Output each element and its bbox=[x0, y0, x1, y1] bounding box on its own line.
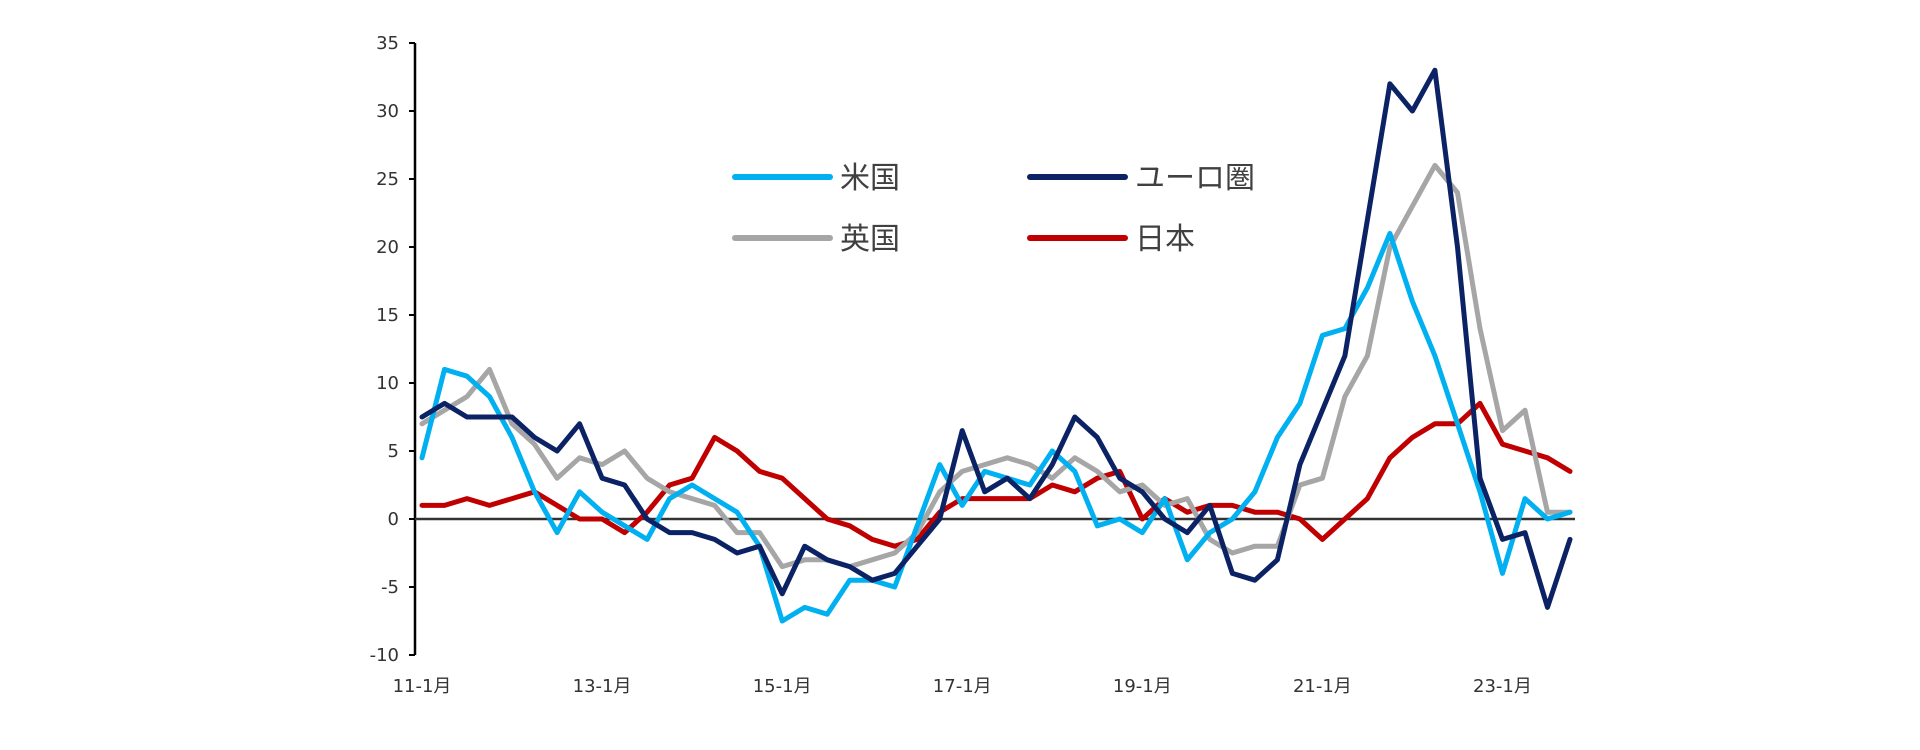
y-tick-label: 15 bbox=[376, 305, 399, 326]
x-tick-label: 15-1月 bbox=[753, 676, 812, 697]
legend-label: 米国 bbox=[840, 161, 900, 196]
series-line-1 bbox=[419, 230, 1573, 624]
legend-label: ユーロ圏 bbox=[1135, 161, 1255, 196]
y-tick-label: 25 bbox=[376, 169, 399, 190]
y-tick-label: -10 bbox=[370, 645, 399, 666]
y-tick-label: 0 bbox=[388, 509, 399, 530]
x-tick-label: 17-1月 bbox=[933, 676, 992, 697]
x-tick-label: 13-1月 bbox=[573, 676, 632, 697]
legend-item: 日本 bbox=[1027, 222, 1195, 257]
legend-label: 日本 bbox=[1135, 222, 1195, 257]
legend-label: 英国 bbox=[840, 222, 900, 257]
series-line-2 bbox=[419, 67, 1573, 610]
y-tick-label: 35 bbox=[376, 33, 399, 54]
y-tick-label: 5 bbox=[388, 441, 399, 462]
series-line-4 bbox=[419, 400, 1573, 549]
legend-item: 英国 bbox=[732, 222, 900, 257]
y-tick-label: 20 bbox=[376, 237, 399, 258]
x-tick-label: 19-1月 bbox=[1113, 676, 1172, 697]
series-line-3 bbox=[419, 162, 1573, 570]
y-tick-label: 30 bbox=[376, 101, 399, 122]
series-layer bbox=[419, 67, 1573, 624]
axes: -10 -5 0 5 10 15 20 25 30 35 11-1月 13-1月 15-1月 17-1月 1… bbox=[370, 33, 1575, 697]
x-tick-label: 23-1月 bbox=[1473, 676, 1532, 697]
y-tick-label: -5 bbox=[381, 577, 399, 598]
legend-item: 米国 bbox=[732, 161, 900, 196]
y-tick-label: 10 bbox=[376, 373, 399, 394]
x-tick-label: 21-1月 bbox=[1293, 676, 1352, 697]
legend-item: ユーロ圏 bbox=[1027, 161, 1255, 196]
x-tick-label: 11-1月 bbox=[393, 676, 452, 697]
